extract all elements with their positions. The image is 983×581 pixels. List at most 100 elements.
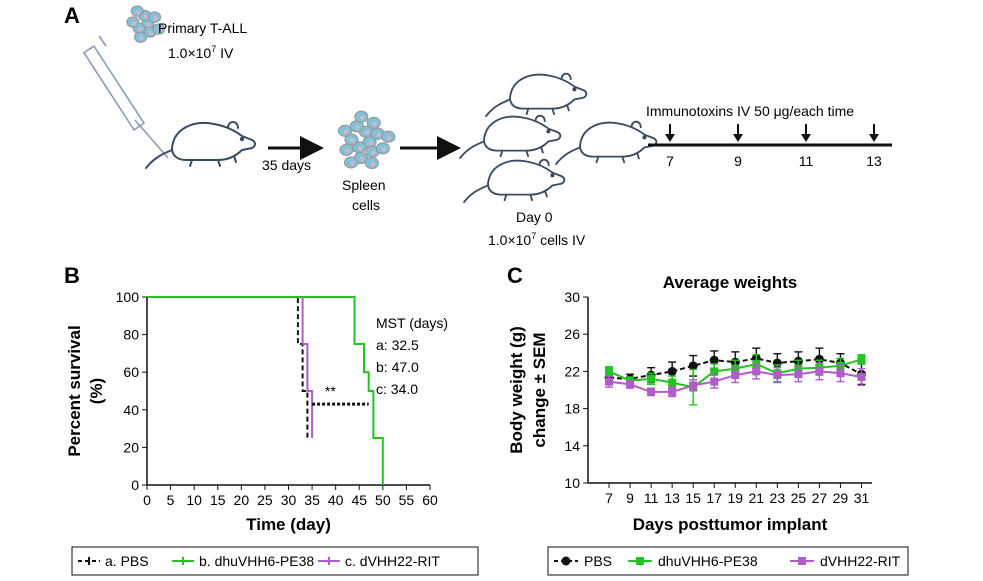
dose-day-label: 9 [734,153,742,169]
dose-arrow-icon [801,134,811,142]
primary-dose-label: 1.0×107 IV [168,44,234,61]
data-point [836,369,845,378]
x-tick-label: 23 [770,490,786,506]
mouse-legs [189,155,237,167]
data-point [689,381,698,390]
mouse-body [483,115,562,152]
mouse-eye [642,135,647,140]
mouse-icon [459,114,562,159]
data-point [626,380,635,389]
y-tick-label: 0 [131,477,139,493]
mouse-ear [534,114,546,123]
survival-line-series-1 [147,296,309,438]
cell-nucleus-icon [357,146,363,151]
data-point [710,377,719,386]
x-axis-title: Time (day) [246,515,331,534]
y-tick-label: 60 [123,364,139,380]
mouse-tail [145,149,173,169]
y-tick-label: 30 [564,289,580,305]
x-tick-label: 30 [281,492,297,508]
cell-nucleus-icon [153,16,158,21]
y-axis-title-line2: (%) [87,378,106,404]
data-point [814,354,824,364]
x-tick-label: 19 [727,490,743,506]
x-tick-label: 7 [605,490,613,506]
y-axis-title-line1: Body weight (g) [507,326,526,453]
data-point [773,371,782,380]
spleen-label-line1: Spleen [342,177,386,193]
dose-day-label: 11 [799,153,814,169]
x-tick-label: 15 [685,490,701,506]
mouse-tail [463,184,489,203]
cell-nucleus-icon [148,30,154,36]
x-tick-label: 20 [234,492,250,508]
cell-nucleus-icon [146,22,151,28]
cell-nucleus-icon [372,121,378,127]
syringe-icon [82,35,169,159]
mst-value: c: 34.0 [376,381,418,397]
y-tick-label: 18 [564,401,580,417]
mouse-ear [538,158,550,167]
data-point [647,374,656,383]
survival-line-series-2 [147,296,384,485]
legend-label: dVHH22-RIT [820,553,901,569]
mouse-legs [503,190,548,202]
t-all-cells-icon [126,5,166,43]
data-point [815,367,824,376]
y-axis-title-line1: Percent survival [65,325,84,456]
chart-title: Average weights [663,273,797,292]
mouse-tail [555,146,581,165]
data-point [647,387,656,396]
cell-nucleus-icon [381,147,387,152]
cell-nucleus-icon [345,148,350,154]
mouse-ear [560,72,572,81]
x-tick-label: 13 [664,490,680,506]
data-point [857,372,866,381]
cell-nucleus-icon [138,27,143,32]
mouse-body [487,159,566,196]
cell-nucleus-icon [355,124,360,130]
immunotoxin-label: Immunotoxins IV 50 μg/each time [646,103,854,119]
mice-group [145,72,658,203]
cell-nucleus-icon [131,20,136,26]
cell-nucleus-icon [139,36,144,41]
x-tick-label: 15 [210,492,226,508]
legend-box [547,546,909,576]
data-point [752,367,761,376]
data-point [605,367,614,376]
days-35-label: 35 days [262,157,311,173]
survival-line-series-3 [301,297,314,438]
cell-nucleus-icon [371,150,376,155]
mouse-legs [595,152,640,164]
data-point [667,366,677,376]
legend-marker [798,557,806,565]
cell-nucleus-icon [349,161,355,166]
mst-title: MST (days) [376,315,448,331]
data-point [668,378,677,387]
legend-marker [561,556,571,566]
mouse-ear [630,120,642,129]
y-axis-title-line2: change ± SEM [530,332,549,447]
mouse-body [170,122,256,161]
x-tick-label: 29 [833,490,849,506]
x-axis-title: Days posttumor implant [633,515,828,534]
dose-marks: 7 9 11 13 [665,124,882,169]
x-tick-label: 11 [644,490,659,506]
y-tick-label: 10 [564,475,580,491]
legend-label: a. PBS [105,553,149,569]
cell-nucleus-icon [360,115,365,120]
x-tick-label: 25 [257,492,273,508]
x-tick-label: 60 [422,492,438,508]
primary-t-all-label: Primary T-ALL [158,20,247,36]
data-point [688,361,698,371]
cell-nucleus-icon [157,28,162,33]
cell-nucleus-icon [370,161,376,167]
dose-arrow-icon [665,134,675,142]
spleen-cells-icon [337,110,396,170]
x-tick-label: 35 [304,492,320,508]
x-tick-label: 10 [186,492,202,508]
cell-nucleus-icon [343,129,349,134]
data-point [731,371,740,380]
